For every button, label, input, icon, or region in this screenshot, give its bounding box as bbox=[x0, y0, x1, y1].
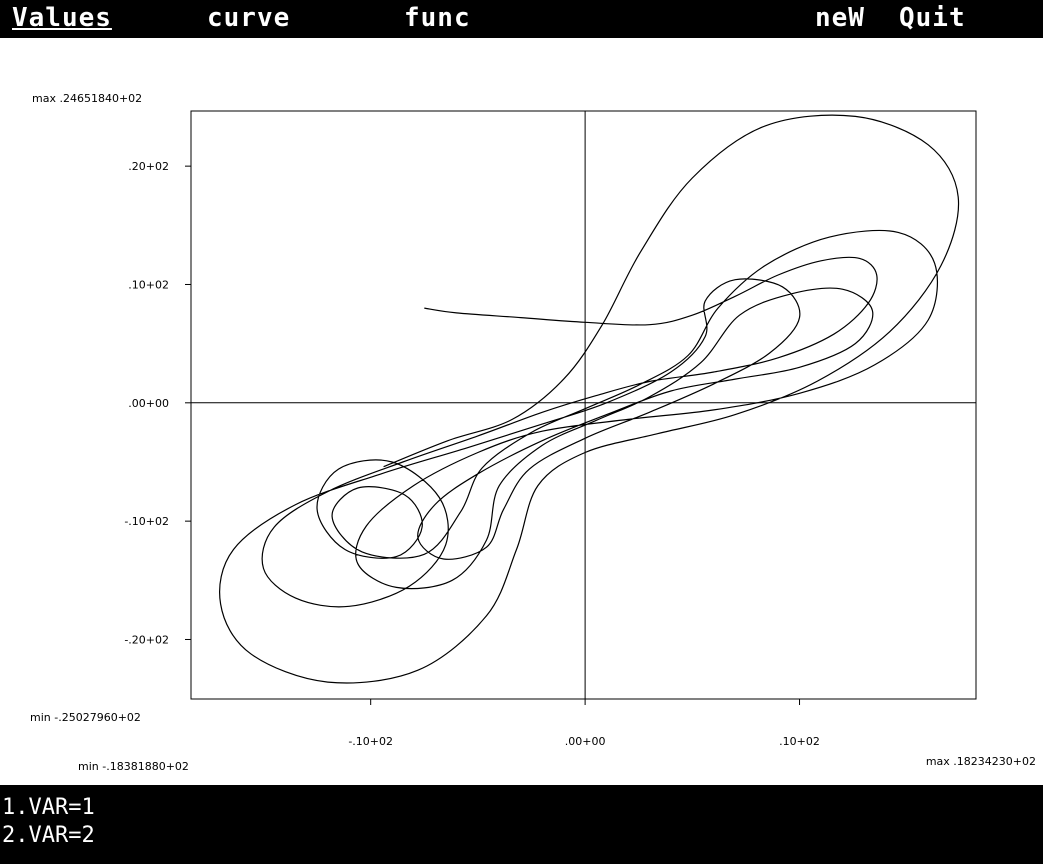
x-tick-label-1: .00+00 bbox=[565, 735, 606, 748]
y-tick-label-2: .00+00 bbox=[128, 397, 169, 410]
y-tick-label-1: .10+02 bbox=[128, 278, 169, 291]
plot-frame bbox=[190, 110, 977, 700]
x-min-label: min -.18381880+02 bbox=[78, 760, 189, 773]
y-tick-label-0: .20+02 bbox=[128, 160, 169, 173]
x-tick-label-2: .10+02 bbox=[779, 735, 820, 748]
y-tick-label-3: -.10+02 bbox=[124, 515, 169, 528]
label-layer: max .24651840+02 min -.25027960+02 min -.1… bbox=[30, 92, 1036, 773]
status-line-2: 2.VAR=2 bbox=[2, 823, 95, 848]
status-line-1: 1.VAR=1 bbox=[2, 795, 95, 820]
series-line-0 bbox=[219, 114, 960, 684]
status-bar: 1.VAR=1 2.VAR=2 bbox=[0, 785, 1043, 864]
y-tick-label-4: -.20+02 bbox=[124, 633, 169, 646]
menu-new[interactable]: neW bbox=[815, 3, 865, 33]
plot-area: .20+02 .10+02 .00+00 -.10+02 -.20+02 -.10+02.… bbox=[30, 92, 1036, 773]
menu-bar: Values curve func neW Quit bbox=[0, 0, 1043, 38]
menu-quit[interactable]: Quit bbox=[899, 3, 966, 33]
axes-layer bbox=[191, 111, 976, 699]
plot-frame-layer bbox=[190, 110, 977, 700]
y-max-label: max .24651840+02 bbox=[32, 92, 142, 105]
menu-func[interactable]: func bbox=[404, 3, 471, 33]
x-tick-label-0: -.10+02 bbox=[348, 735, 393, 748]
menu-values[interactable]: Values bbox=[12, 3, 112, 33]
tick-layer: .20+02 .10+02 .00+00 -.10+02 -.20+02 -.10+02.… bbox=[124, 160, 820, 748]
x-max-label: max .18234230+02 bbox=[926, 755, 1036, 768]
menu-curve[interactable]: curve bbox=[207, 3, 291, 33]
y-min-label: min -.25027960+02 bbox=[30, 711, 141, 724]
curve-layer bbox=[219, 114, 960, 684]
